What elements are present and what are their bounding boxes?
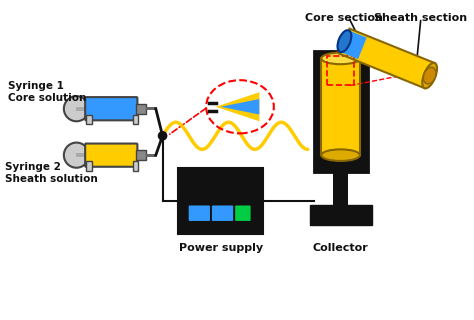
Circle shape: [158, 131, 167, 141]
FancyBboxPatch shape: [212, 205, 233, 221]
FancyBboxPatch shape: [235, 205, 251, 221]
Text: Power supply: Power supply: [179, 243, 263, 253]
Text: Core section: Core section: [305, 13, 383, 23]
Text: Syringe 2
Sheath solution: Syringe 2 Sheath solution: [5, 162, 98, 184]
FancyBboxPatch shape: [85, 144, 137, 167]
Bar: [76, 153, 86, 157]
Bar: [327, 56, 354, 85]
Bar: [137, 104, 146, 114]
Bar: [86, 161, 92, 171]
Text: Sheath section: Sheath section: [374, 13, 467, 23]
Ellipse shape: [321, 149, 360, 161]
Bar: [86, 115, 92, 124]
Bar: [313, 51, 368, 172]
Text: Collector: Collector: [313, 243, 368, 253]
Bar: [133, 161, 138, 171]
Bar: [340, 30, 367, 59]
Ellipse shape: [423, 67, 436, 84]
Bar: [321, 58, 360, 155]
Bar: [333, 172, 348, 205]
Bar: [310, 205, 372, 225]
Ellipse shape: [422, 63, 437, 88]
FancyBboxPatch shape: [189, 205, 210, 221]
Circle shape: [64, 96, 89, 121]
Bar: [146, 154, 156, 156]
Bar: [146, 107, 156, 110]
Polygon shape: [216, 92, 259, 121]
Text: Syringe 1
Core solution: Syringe 1 Core solution: [8, 81, 86, 103]
Bar: [313, 158, 368, 172]
Polygon shape: [220, 99, 259, 115]
Circle shape: [64, 143, 89, 168]
Bar: [339, 28, 435, 88]
Ellipse shape: [321, 52, 360, 64]
Bar: [76, 107, 86, 111]
Ellipse shape: [337, 30, 351, 52]
FancyBboxPatch shape: [85, 97, 137, 120]
Bar: [178, 168, 263, 234]
Bar: [137, 150, 146, 160]
Bar: [133, 115, 138, 124]
